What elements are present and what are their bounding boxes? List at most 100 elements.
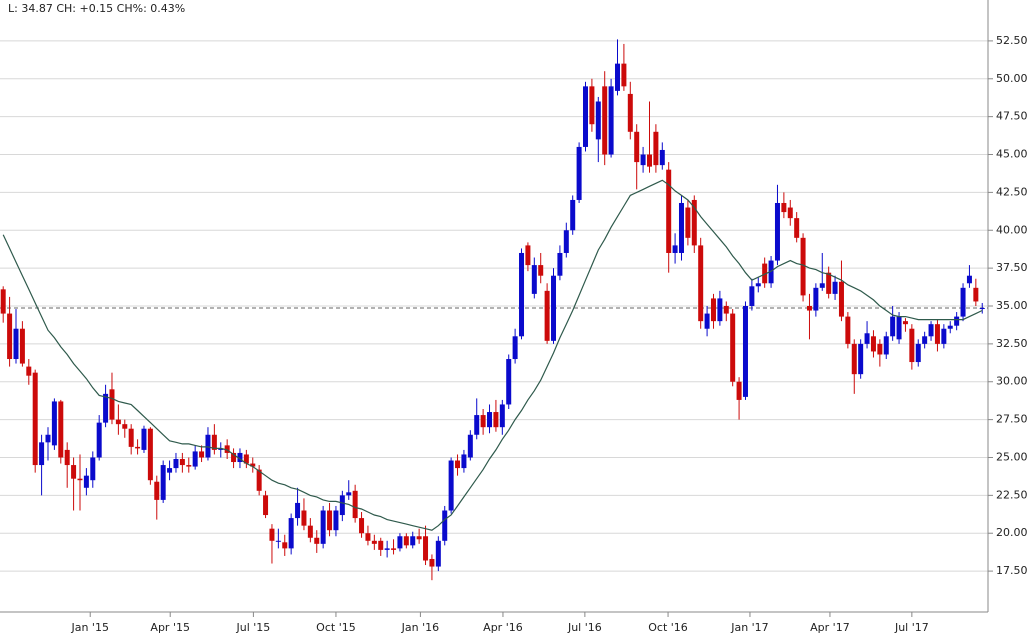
candle-body xyxy=(83,475,89,488)
y-tick-label: 17.50 xyxy=(996,564,1028,577)
candle-body xyxy=(954,316,960,326)
candle-body xyxy=(774,202,780,261)
candle-body xyxy=(583,86,589,147)
candle-body xyxy=(538,265,544,276)
candle-body xyxy=(135,446,141,449)
candle-body xyxy=(909,328,915,363)
candle-body xyxy=(794,218,800,238)
candle-body xyxy=(320,510,326,544)
candle-body xyxy=(179,459,185,466)
y-tick-label: 40.00 xyxy=(996,223,1028,236)
candle-body xyxy=(691,199,697,246)
candle-body xyxy=(32,372,38,466)
candle-body xyxy=(762,263,768,284)
y-tick-label: 25.00 xyxy=(996,450,1028,463)
candle-body xyxy=(506,359,512,405)
candle-body xyxy=(13,328,19,360)
candle-body xyxy=(736,381,742,400)
candle-body xyxy=(77,478,83,481)
candle-body xyxy=(64,449,70,466)
x-tick-label: Jul '15 xyxy=(236,621,271,634)
candle-body xyxy=(781,202,787,213)
candle-body xyxy=(90,457,96,481)
y-tick-label: 22.50 xyxy=(996,488,1028,501)
candle-body xyxy=(806,306,812,311)
candle-body xyxy=(231,452,237,463)
candle-body xyxy=(640,154,646,166)
candle-body xyxy=(435,540,441,567)
y-tick-label: 35.00 xyxy=(996,299,1028,312)
candle-body xyxy=(455,460,461,469)
candle-body xyxy=(589,86,595,125)
candle-body xyxy=(314,537,320,544)
candle-body xyxy=(634,131,640,163)
candle-body xyxy=(826,272,832,294)
candle-body xyxy=(717,298,723,322)
candle-body xyxy=(448,460,454,511)
candle-body xyxy=(199,451,205,458)
candle-body xyxy=(966,275,972,284)
candle-body xyxy=(979,307,985,310)
candle-body xyxy=(896,316,902,340)
candle-body xyxy=(301,510,307,526)
candle-body xyxy=(646,154,652,167)
candle-body xyxy=(787,207,793,219)
candle-body xyxy=(96,422,102,458)
candle-body xyxy=(128,428,134,447)
candle-body xyxy=(45,434,51,443)
candle-body xyxy=(864,333,870,344)
candle-body xyxy=(602,86,608,155)
candle-body xyxy=(915,343,921,363)
candle-body xyxy=(723,306,729,314)
candle-body xyxy=(154,481,160,500)
candle-body xyxy=(384,548,390,550)
candle-body xyxy=(890,316,896,337)
candle-body xyxy=(710,298,716,322)
candle-body xyxy=(167,468,173,473)
candle-body xyxy=(256,469,262,491)
candle-body xyxy=(563,230,569,253)
y-tick-label: 45.00 xyxy=(996,148,1028,161)
candle-body xyxy=(275,540,281,542)
candle-body xyxy=(218,448,224,450)
x-tick-label: Apr '17 xyxy=(810,621,850,634)
candle-body xyxy=(544,290,550,341)
candle-body xyxy=(327,510,333,531)
candle-body xyxy=(877,343,883,355)
x-tick-label: Apr '15 xyxy=(150,621,190,634)
candle-body xyxy=(378,540,384,550)
y-tick-label: 30.00 xyxy=(996,375,1028,388)
candle-body xyxy=(730,313,736,382)
candle-body xyxy=(973,287,979,302)
candle-body xyxy=(263,495,269,516)
candle-body xyxy=(531,265,537,294)
candle-body xyxy=(397,536,403,549)
candle-body xyxy=(237,452,243,463)
candle-body xyxy=(160,465,166,500)
candle-body xyxy=(768,260,774,284)
x-tick-label: Jan '16 xyxy=(401,621,439,634)
candle-body xyxy=(685,207,691,238)
candle-body xyxy=(512,336,518,360)
candle-body xyxy=(371,540,377,544)
candle-body xyxy=(557,252,563,276)
candle-body xyxy=(109,389,115,420)
y-tick-label: 47.50 xyxy=(996,110,1028,123)
candle-body xyxy=(742,306,748,397)
candle-body xyxy=(883,336,889,355)
candle-body xyxy=(147,428,153,481)
candle-body xyxy=(704,313,710,329)
candle-body xyxy=(832,281,838,294)
candle-body xyxy=(423,536,429,561)
candle-body xyxy=(192,451,198,467)
candle-body xyxy=(519,252,525,337)
candle-body xyxy=(570,199,576,231)
y-tick-label: 32.50 xyxy=(996,337,1028,350)
candle-body xyxy=(211,434,217,450)
candle-body xyxy=(666,169,672,253)
candle-body xyxy=(205,434,211,458)
candle-body xyxy=(173,459,179,469)
candle-body xyxy=(934,324,940,344)
